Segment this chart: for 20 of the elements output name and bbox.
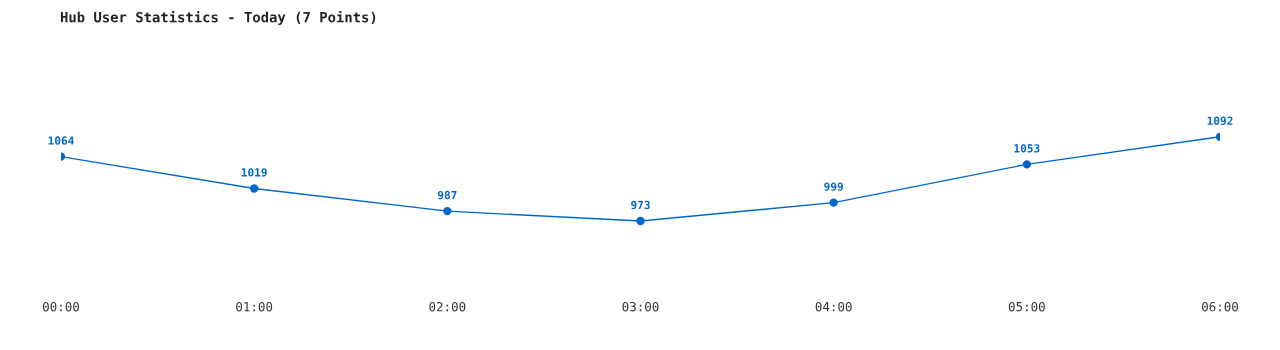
data-label: 1092 [1207, 116, 1233, 125]
data-label: 999 [824, 182, 843, 191]
chart-title: Hub User Statistics - Today (7 Points) [60, 10, 376, 26]
x-tick-label: 03:00 [622, 301, 659, 312]
point [249, 184, 259, 193]
data-label: 1019 [241, 168, 267, 177]
x-tick-label: 02:00 [429, 301, 466, 312]
x-tick-label: 04:00 [815, 301, 852, 312]
data-label: 973 [631, 200, 650, 210]
x-tick-label: 06:00 [1202, 301, 1238, 312]
point [443, 206, 452, 216]
x-tick-label: 01:00 [236, 301, 273, 312]
point [1022, 160, 1032, 169]
x-tick-label: 00:00 [43, 301, 79, 312]
data-label: 1053 [1014, 144, 1040, 153]
point [636, 216, 645, 226]
data-label: 1064 [48, 136, 74, 145]
x-tick-label: 05:00 [1008, 301, 1045, 312]
data-label: 987 [437, 190, 457, 200]
point [829, 198, 838, 207]
